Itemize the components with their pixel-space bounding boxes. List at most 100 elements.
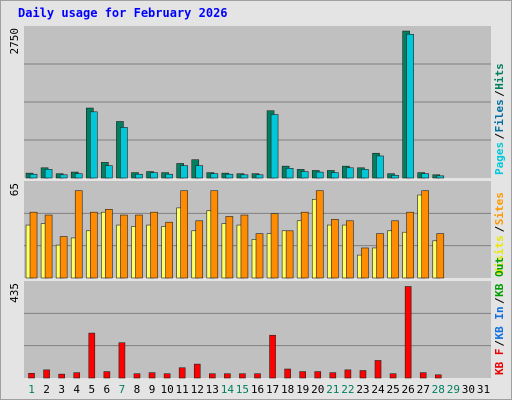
bar-kb-f xyxy=(148,372,156,379)
bar-kb-f xyxy=(118,342,126,379)
legend-label: KB Out xyxy=(493,257,506,297)
bar-sites xyxy=(89,211,98,279)
x-tick-label: 1 xyxy=(28,383,35,396)
x-tick-label: 8 xyxy=(134,383,141,396)
x-tick-label: 23 xyxy=(356,383,369,396)
bar-kb-f xyxy=(269,334,276,379)
bar-kb-f xyxy=(88,332,96,379)
bar-files xyxy=(150,172,158,179)
bar-sites xyxy=(421,190,430,279)
bar-files xyxy=(255,174,264,179)
bar-sites xyxy=(361,247,369,279)
bar-files xyxy=(29,173,38,179)
bar-kb-f xyxy=(73,372,81,379)
x-tick-label: 4 xyxy=(73,383,80,396)
bar-sites xyxy=(391,220,399,279)
y-tick-label-kb: 435 xyxy=(8,283,21,303)
x-tick-label: 11 xyxy=(176,383,189,396)
bar-files xyxy=(240,174,249,179)
x-tick-label: 17 xyxy=(266,383,279,396)
x-tick-label: 20 xyxy=(311,383,324,396)
bar-kb-f xyxy=(254,373,261,379)
bar-sites xyxy=(195,220,204,279)
bar-sites xyxy=(270,213,279,279)
y-tick-label-visits-sites: 65 xyxy=(8,183,21,196)
bar-files xyxy=(74,173,83,179)
bar-sites xyxy=(376,233,384,279)
bar-files xyxy=(210,173,219,179)
legend-label: Hits xyxy=(493,63,506,90)
chart-panels: 2750Pages/Files/Hits65Visits/Sites435KB … xyxy=(8,26,506,379)
bar-files xyxy=(59,174,68,179)
bar-files xyxy=(391,175,399,179)
bar-sites xyxy=(331,219,339,279)
bar-files xyxy=(376,155,384,179)
x-tick-label: 26 xyxy=(402,383,415,396)
legend-separator: / xyxy=(493,297,506,304)
bar-kb-f xyxy=(419,372,427,379)
bar-sites xyxy=(135,214,143,279)
bar-sites xyxy=(180,190,188,279)
x-tick-label: 7 xyxy=(119,383,126,396)
bar-kb-f xyxy=(209,373,216,379)
bar-files xyxy=(285,168,294,179)
bar-files xyxy=(315,171,324,179)
bar-kb-f xyxy=(103,371,111,379)
bar-kb-f xyxy=(329,372,337,379)
bar-files xyxy=(135,173,143,179)
bar-files xyxy=(225,173,234,179)
x-tick-label: 30 xyxy=(462,383,475,396)
legend-label: Visits xyxy=(493,235,506,275)
bar-files xyxy=(165,173,173,179)
bar-sites xyxy=(346,220,354,279)
bar-files xyxy=(421,173,430,179)
bar-sites xyxy=(29,211,38,279)
bar-kb-f xyxy=(284,368,291,379)
legend-separator: / xyxy=(493,133,506,140)
bar-sites xyxy=(315,190,324,279)
bar-kb-f xyxy=(434,374,442,379)
x-tick-label: 19 xyxy=(296,383,309,396)
x-tick-label: 14 xyxy=(221,383,235,396)
legend-label: KB In xyxy=(493,306,506,339)
x-tick-label: 10 xyxy=(160,383,173,396)
legend-label: Sites xyxy=(493,192,506,225)
x-tick-label: 3 xyxy=(58,383,65,396)
x-tick-label: 25 xyxy=(386,383,399,396)
x-tick-label: 21 xyxy=(326,383,339,396)
bar-files xyxy=(300,171,309,179)
chart-title: Daily usage for February 2026 xyxy=(18,6,228,20)
bar-files xyxy=(180,165,188,179)
bar-kb-f xyxy=(239,373,246,379)
x-tick-label: 9 xyxy=(149,383,156,396)
x-tick-label: 5 xyxy=(88,383,95,396)
bar-sites xyxy=(165,221,173,279)
bar-kb-f xyxy=(224,373,231,379)
bar-sites xyxy=(120,214,128,279)
legend-label: Pages xyxy=(493,142,506,175)
legend-separator: / xyxy=(493,90,506,97)
bar-files xyxy=(89,111,98,179)
bar-kb-f xyxy=(314,371,322,379)
bar-sites xyxy=(59,236,68,279)
bar-sites xyxy=(225,216,234,279)
x-tick-label: 13 xyxy=(206,383,219,396)
bar-kb-f xyxy=(43,369,50,379)
x-tick-label: 29 xyxy=(447,383,460,396)
bar-files xyxy=(361,169,369,179)
x-axis-day-labels: 1 2 3 4 5 6 7 8 9 10 11 12 13 14 15 16 17 18 19 20 21 22 23 24 2… xyxy=(28,383,490,396)
bar-sites xyxy=(406,211,414,279)
bar-kb-f xyxy=(178,367,186,379)
bar-sites xyxy=(210,190,219,279)
bar-kb-f xyxy=(344,369,352,379)
legend-separator: / xyxy=(493,225,506,232)
bar-files xyxy=(195,165,204,179)
bar-kb-f xyxy=(359,370,367,379)
bar-sites xyxy=(285,230,294,279)
x-tick-label: 27 xyxy=(417,383,430,396)
bar-kb-f xyxy=(389,373,397,379)
bar-kb-f xyxy=(133,373,141,379)
